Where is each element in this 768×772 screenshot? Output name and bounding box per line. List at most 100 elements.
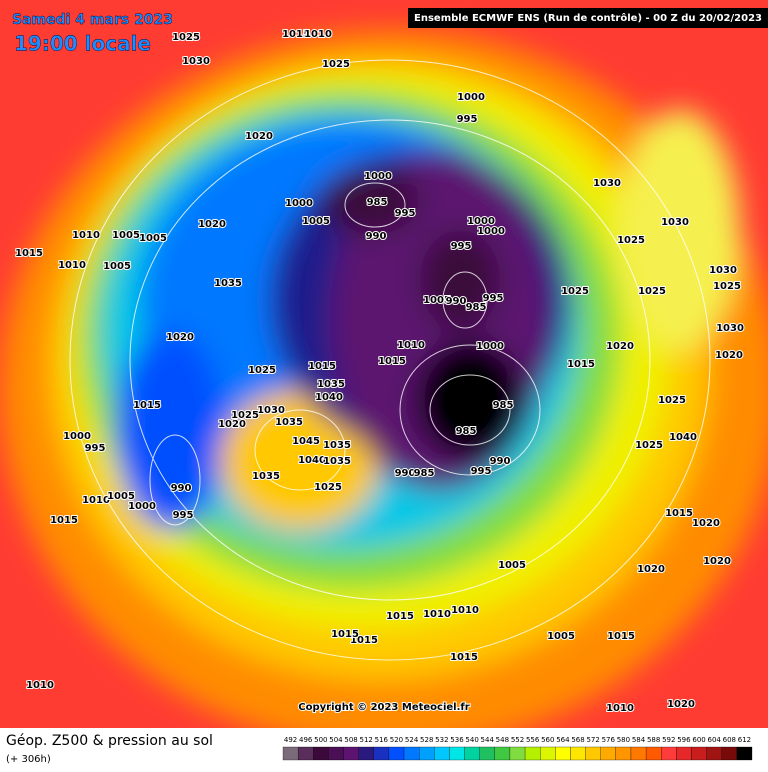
isobar-label: 1005 bbox=[103, 261, 131, 272]
colorbar-label: 576 bbox=[602, 736, 616, 744]
isobar-label: 1025 bbox=[231, 410, 259, 421]
colorbar-swatch bbox=[373, 746, 390, 761]
isobar-label: 1000 bbox=[467, 216, 495, 227]
colorbar-label: 584 bbox=[632, 736, 646, 744]
isobar-label: 1005 bbox=[547, 631, 575, 642]
isobar-label: 1030 bbox=[257, 405, 285, 416]
isobar-label: 1025 bbox=[561, 286, 589, 297]
isobar-label: 1015 bbox=[567, 359, 595, 370]
isobar-label: 1015 bbox=[50, 515, 78, 526]
colorbar-label: 580 bbox=[617, 736, 630, 744]
isobar-label: 985 bbox=[493, 400, 514, 411]
colorbar-swatch bbox=[464, 746, 480, 761]
colorbar-swatch bbox=[630, 746, 647, 761]
colorbar-label: 504 bbox=[329, 736, 343, 744]
colorbar-label: 512 bbox=[360, 736, 373, 744]
colorbar-swatch bbox=[691, 746, 707, 761]
product: Géop. Z500 & pression au sol bbox=[6, 733, 213, 749]
colorbar-label: 544 bbox=[481, 736, 495, 744]
colorbar-label: 592 bbox=[662, 736, 675, 744]
colorbar-swatch bbox=[509, 746, 526, 761]
colorbar-label: 524 bbox=[405, 736, 419, 744]
colorbar-swatch bbox=[282, 746, 299, 761]
isobar-label: 985 bbox=[367, 197, 388, 208]
colorbar-label: 492 bbox=[284, 736, 297, 744]
isobar-label: 1010 bbox=[423, 609, 451, 620]
isobar-label: 1015 bbox=[607, 631, 635, 642]
isobar-label: 1030 bbox=[716, 323, 744, 334]
isobar-label: 1040 bbox=[298, 455, 326, 466]
colorbar-swatch bbox=[676, 746, 692, 761]
colorbar-swatch bbox=[661, 746, 677, 761]
colorbar-label: 520 bbox=[390, 736, 403, 744]
isobar-label: 1010 bbox=[58, 260, 86, 271]
colorbar-label: 540 bbox=[465, 736, 478, 744]
isobar-label: 1030 bbox=[709, 265, 737, 276]
colorbar-label: 548 bbox=[496, 736, 509, 744]
isobar-label: 1030 bbox=[593, 178, 621, 189]
isobar-label: 1025 bbox=[248, 365, 276, 376]
isobar-label: 1020 bbox=[198, 219, 226, 230]
isobar-label: 990 bbox=[171, 483, 192, 494]
colorbar-swatch bbox=[570, 746, 586, 761]
colorbar-label: 600 bbox=[692, 736, 705, 744]
isobar-label: 1015 bbox=[15, 248, 43, 259]
isobar-label: 1015 bbox=[331, 629, 359, 640]
colorbar-label: 564 bbox=[556, 736, 570, 744]
colorbar-label: 528 bbox=[420, 736, 433, 744]
isobar-label: 1025 bbox=[713, 281, 741, 292]
isobar-label: 1020 bbox=[218, 419, 246, 430]
colorbar-swatch bbox=[328, 746, 344, 761]
isobar-label: 1010 bbox=[397, 340, 425, 351]
colorbar: 492 496 500 504 508 512 516 520 524 528 532 536 540 5… bbox=[282, 736, 753, 761]
isobar-label: 1020 bbox=[715, 350, 743, 361]
isobar-label: 985 bbox=[466, 302, 487, 313]
colorbar-swatch bbox=[343, 746, 359, 761]
isobar-label: 1010 bbox=[26, 680, 54, 691]
isobar-label: 1035 bbox=[252, 471, 280, 482]
colorbar-label: 552 bbox=[511, 736, 524, 744]
isobar-label: 1005 bbox=[423, 295, 451, 306]
isobar-label: 990 bbox=[395, 468, 416, 479]
isobar-label: 985 bbox=[414, 468, 435, 479]
isobar-label: 1040 bbox=[669, 432, 697, 443]
run-info: Ensemble ECMWF ENS (Run de contrôle) - 0… bbox=[414, 12, 762, 24]
isobar-label: 1025 bbox=[322, 59, 350, 70]
isobar-label: 1005 bbox=[139, 233, 167, 244]
colorbar-swatch bbox=[494, 746, 511, 761]
isobar-label: 1020 bbox=[692, 518, 720, 529]
isobar-label: 1000 bbox=[63, 431, 91, 442]
isobar-label: 1025 bbox=[638, 286, 666, 297]
isobar-label: 995 bbox=[483, 293, 504, 304]
colorbar-swatch bbox=[313, 746, 329, 761]
isobar-label: 985 bbox=[456, 426, 477, 437]
isobar-label: 1035 bbox=[275, 417, 303, 428]
colorbar-swatch bbox=[600, 746, 616, 761]
isobar-label: 990 bbox=[446, 296, 467, 307]
isobar-label: 1015 bbox=[378, 356, 406, 367]
isobar-label: 1005 bbox=[112, 230, 140, 241]
colorbar-label: 508 bbox=[344, 736, 357, 744]
colorbar-swatch bbox=[403, 746, 420, 761]
isobar-label: 995 bbox=[395, 208, 416, 219]
isobar-label: 1000 bbox=[477, 226, 505, 237]
isobar-label: 1025 bbox=[658, 395, 686, 406]
isobar-label: 1025 bbox=[172, 32, 200, 43]
isobar-label: 1020 bbox=[245, 131, 273, 142]
colorbar-swatch bbox=[555, 746, 571, 761]
isobar-label: 1020 bbox=[606, 341, 634, 352]
colorbar-swatch bbox=[540, 746, 556, 761]
isobar-label: 1015 bbox=[665, 508, 693, 519]
isobar-label: 995 bbox=[85, 443, 106, 454]
isobar-label: 995 bbox=[471, 466, 492, 477]
colorbar-label: 496 bbox=[299, 736, 313, 744]
isobar-label: 1020 bbox=[637, 564, 665, 575]
isobar-label: 1030 bbox=[661, 217, 689, 228]
isobars bbox=[69, 59, 711, 661]
colorbar-label: 596 bbox=[677, 736, 691, 744]
isobar-label: 1015 bbox=[308, 361, 336, 372]
isobar-label: 1000 bbox=[476, 341, 504, 352]
isobar-label: 1000 bbox=[128, 501, 156, 512]
